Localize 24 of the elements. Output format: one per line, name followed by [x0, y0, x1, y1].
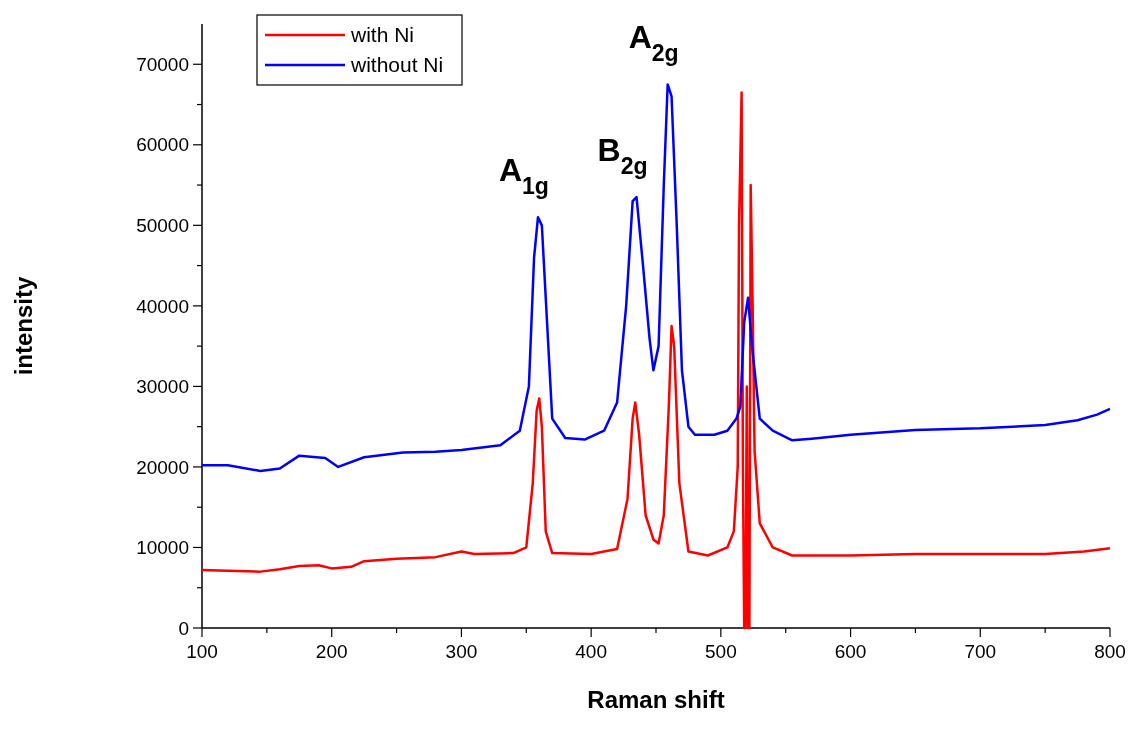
y-tick-label: 0	[178, 617, 189, 639]
y-tick-label: 70000	[136, 53, 189, 75]
x-tick-label: 700	[964, 641, 997, 662]
y-tick-label: 20000	[136, 456, 189, 478]
x-tick-label: 100	[186, 641, 218, 662]
x-tick-label: 600	[834, 641, 867, 662]
x-tick-label: 200	[315, 641, 348, 662]
legend-label: without Ni	[350, 53, 444, 77]
y-axis-title: intensity	[10, 276, 37, 376]
y-tick-label: 10000	[136, 537, 189, 559]
annotation: A$_{2g}$	[628, 19, 679, 67]
y-tick-label: 30000	[136, 376, 189, 398]
x-tick-label: 500	[705, 641, 737, 662]
x-tick-label: 800	[1094, 641, 1126, 662]
annotation: A$_{1g}$	[498, 152, 549, 200]
annotation: B$_{2g}$	[597, 132, 648, 180]
line-series	[200, 83, 1112, 473]
x-axis-title: Raman shift	[587, 686, 725, 713]
y-tick-label: 60000	[136, 134, 189, 156]
x-tick-label: 300	[445, 641, 478, 662]
legend-label: with Ni	[350, 23, 415, 47]
x-tick-label: 400	[575, 641, 607, 662]
y-tick-label: 40000	[136, 295, 189, 317]
y-tick-label: 50000	[136, 214, 189, 236]
